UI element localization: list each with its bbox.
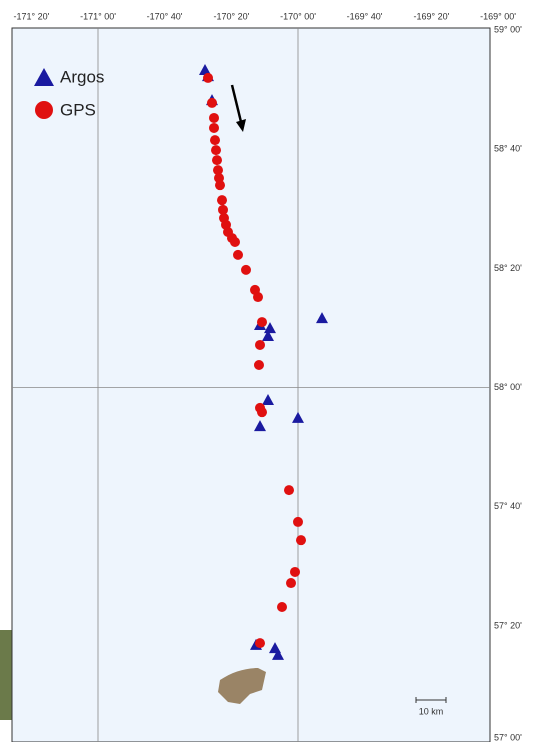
- gps-point: [233, 250, 243, 260]
- y-tick-label: 57° 40': [494, 501, 522, 511]
- x-tick-label: -170° 40': [147, 11, 183, 21]
- gps-point: [230, 237, 240, 247]
- y-tick-label: 58° 20': [494, 263, 522, 273]
- gps-point: [254, 360, 264, 370]
- gps-point: [290, 567, 300, 577]
- gps-point: [286, 578, 296, 588]
- scale-bar: 10 km: [416, 697, 446, 716]
- gps-point: [293, 517, 303, 527]
- legend-label: Argos: [60, 67, 104, 86]
- gps-point: [255, 638, 265, 648]
- gps-point: [277, 602, 287, 612]
- gps-point: [217, 195, 227, 205]
- photo-fragment: [0, 630, 12, 720]
- y-tick-label: 59° 00': [494, 24, 522, 34]
- legend-circle: [35, 101, 53, 119]
- y-tick-label: 57° 20': [494, 620, 522, 630]
- gps-point: [209, 113, 219, 123]
- gps-point: [207, 98, 217, 108]
- y-tick-label: 58° 00': [494, 382, 522, 392]
- gps-point: [255, 340, 265, 350]
- x-tick-label: -170° 20': [213, 11, 249, 21]
- gps-point: [203, 73, 213, 83]
- gps-point: [296, 535, 306, 545]
- gps-point: [210, 135, 220, 145]
- x-tick-label: -171° 20': [13, 11, 49, 21]
- gps-point: [257, 407, 267, 417]
- gps-point: [257, 317, 267, 327]
- x-tick-label: -171° 00': [80, 11, 116, 21]
- x-tick-label: -169° 00': [480, 11, 516, 21]
- gps-point: [284, 485, 294, 495]
- map: 10 km Argos GPS -171° 20' -171° 00' -170° …: [0, 0, 536, 742]
- y-tick-label: 58° 40': [494, 143, 522, 153]
- gps-point: [253, 292, 263, 302]
- gps-point: [212, 155, 222, 165]
- x-tick-label: -169° 20': [413, 11, 449, 21]
- gps-point: [209, 123, 219, 133]
- x-tick-label: -170° 00': [280, 11, 316, 21]
- x-tick-label: -169° 40': [347, 11, 383, 21]
- gps-point: [215, 180, 225, 190]
- gps-point: [241, 265, 251, 275]
- y-tick-label: 57° 00': [494, 732, 522, 742]
- map-frame: [12, 28, 490, 742]
- gps-point: [211, 145, 221, 155]
- legend-label: GPS: [60, 100, 96, 119]
- scale-label: 10 km: [419, 706, 444, 716]
